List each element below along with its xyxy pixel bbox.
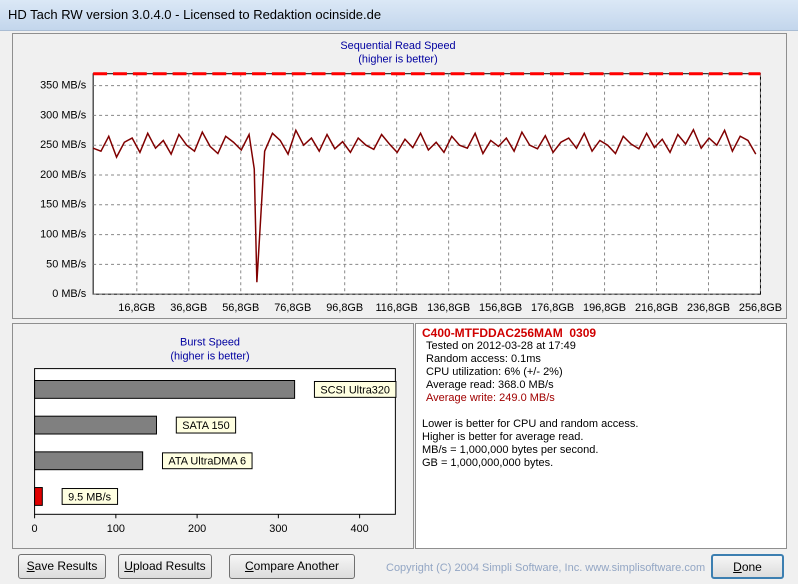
upload-button[interactable]: Upload Results (118, 554, 212, 579)
bar-label: SCSI Ultra320 (320, 384, 390, 396)
info-panel: C400-MTFDDAC256MAM 0309 Tested on 2012-0… (415, 323, 787, 549)
y-tick-label: 0 MB/s (52, 288, 86, 300)
y-tick-label: 100 MB/s (40, 228, 87, 240)
bar (34, 487, 43, 506)
x-tick-label: 36,8GB (170, 302, 207, 314)
drive-name: C400-MTFDDAC256MAM 0309 (422, 326, 597, 340)
note: GB = 1,000,000,000 bytes. (422, 457, 554, 469)
x-tick-label: 16,8GB (118, 302, 155, 314)
x-tick-label: 300 (269, 523, 287, 535)
plot-area (92, 73, 761, 295)
chart-subtitle: (higher is better) (170, 351, 249, 363)
info-line: Average read: 368.0 MB/s (426, 379, 554, 391)
title-bar: HD Tach RW version 3.0.4.0 - Licensed to… (0, 0, 798, 31)
x-tick-label: 196,8GB (583, 302, 626, 314)
x-tick-label: 96,8GB (326, 302, 363, 314)
chart-title: Burst Speed (180, 337, 240, 349)
x-tick-label: 156,8GB (479, 302, 522, 314)
x-tick-label: 56,8GB (222, 302, 259, 314)
x-tick-label: 136,8GB (427, 302, 470, 314)
y-tick-label: 200 MB/s (40, 169, 87, 181)
x-tick-label: 76,8GB (274, 302, 311, 314)
window-title: HD Tach RW version 3.0.4.0 - Licensed to… (8, 7, 382, 22)
x-tick-label: 116,8GB (376, 302, 418, 314)
info-line: Average write: 249.0 MB/s (426, 392, 555, 404)
info-line: CPU utilization: 6% (+/- 2%) (426, 366, 563, 378)
bar (34, 380, 296, 399)
x-tick-label: 200 (188, 523, 206, 535)
bar-label-box (161, 452, 253, 470)
bar-label-box (313, 380, 397, 398)
burst-speed-chart: Burst Speed (higher is better) 0 100 200 30… (12, 323, 414, 549)
x-tick-label: 100 (107, 523, 125, 535)
x-tick-label: 236,8GB (687, 302, 730, 314)
chart-title: Sequential Read Speed (340, 40, 455, 52)
info-line: Tested on 2012-03-28 at 17:49 (426, 340, 576, 352)
compare-button[interactable]: Compare Another Drive (229, 554, 355, 584)
series-line (92, 128, 757, 283)
bar (34, 451, 144, 471)
read-speed-chart: Sequential Read Speed (higher is better)… (12, 33, 787, 319)
x-tick-label: 0 (32, 523, 38, 535)
y-tick-label: 300 MB/s (40, 109, 87, 121)
y-tick-label: 350 MB/s (40, 80, 87, 92)
x-tick-label: 216,8GB (635, 302, 678, 314)
save-button[interactable]: Save Results (18, 554, 106, 579)
x-tick-label: 400 (351, 523, 369, 535)
y-tick-label: 150 MB/s (40, 199, 87, 211)
note: MB/s = 1,000,000 bytes per second. (422, 444, 599, 456)
bar (34, 415, 157, 435)
copyright: Copyright (C) 2004 Simpli Software, Inc.… (386, 562, 706, 574)
bar-label: SATA 150 (182, 420, 229, 432)
note: Higher is better for average read. (422, 431, 584, 443)
x-tick-label: 256,8GB (739, 302, 782, 314)
bar-label-box (61, 488, 119, 505)
info-line: Random access: 0.1ms (426, 353, 541, 365)
y-tick-label: 50 MB/s (46, 258, 87, 270)
y-tick-label: 250 MB/s (40, 139, 87, 151)
bar-label: ATA UltraDMA 6 (168, 456, 246, 468)
bar-label: 9.5 MB/s (68, 491, 112, 503)
chart-subtitle: (higher is better) (358, 54, 437, 66)
done-button[interactable]: Done (711, 554, 784, 579)
x-tick-label: 176,8GB (531, 302, 574, 314)
note: Lower is better for CPU and random acces… (422, 418, 639, 430)
bar-label-box (175, 416, 237, 434)
